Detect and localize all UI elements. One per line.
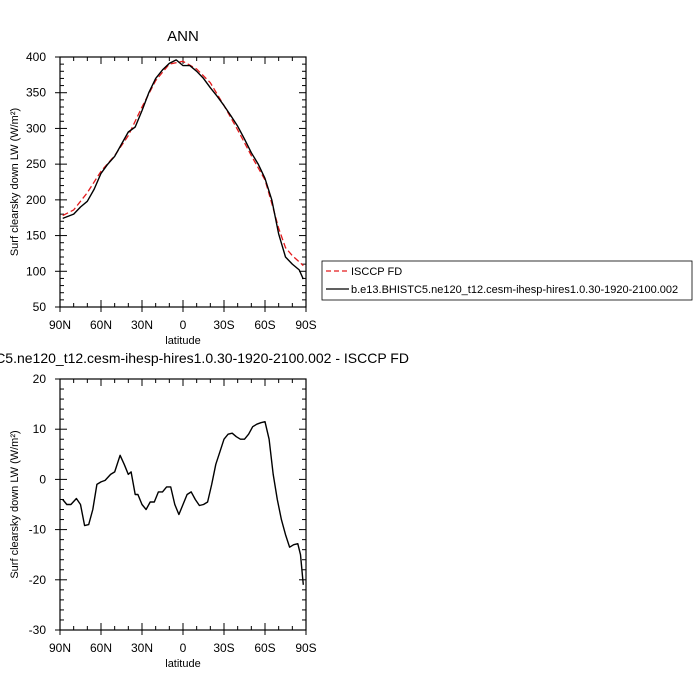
- series-line-0: [62, 421, 304, 585]
- y-tick-label: -30: [29, 623, 47, 637]
- x-tick-label: 30S: [213, 318, 234, 332]
- y-tick-label: 400: [26, 50, 46, 64]
- x-tick-label: 60N: [90, 641, 112, 655]
- x-tick-label: 60S: [254, 318, 275, 332]
- x-tick-label: 30N: [131, 641, 153, 655]
- x-tick-label: 90N: [49, 318, 71, 332]
- legend-label-0: ISCCP FD: [351, 266, 402, 278]
- y-axis-label: Surf clearsky down LW (W/m²): [9, 108, 21, 256]
- y-tick-label: 0: [39, 472, 46, 486]
- series-line-1: [62, 59, 304, 280]
- x-tick-label: 90S: [295, 641, 316, 655]
- y-tick-label: -10: [29, 523, 47, 537]
- y-tick-label: 50: [33, 300, 47, 314]
- y-tick-label: 20: [33, 372, 47, 386]
- x-axis-label: latitude: [165, 335, 200, 347]
- legend-label-1: b.e13.BHISTC5.ne120_t12.cesm-ihesp-hires…: [351, 284, 678, 296]
- bottom-panel: b.e13.BHISTC5.ne120_t12.cesm-ihesp-hires…: [0, 350, 409, 670]
- y-tick-label: 150: [26, 229, 46, 243]
- y-axis-label: Surf clearsky down LW (W/m²): [9, 430, 21, 578]
- chart-title: ANN: [167, 28, 199, 45]
- y-tick-label: 300: [26, 121, 46, 135]
- x-tick-label: 0: [180, 641, 187, 655]
- legend-box: [321, 260, 693, 301]
- x-tick-label: 30N: [131, 318, 153, 332]
- x-tick-label: 90N: [49, 641, 71, 655]
- x-tick-label: 60N: [90, 318, 112, 332]
- x-axis-label: latitude: [165, 658, 200, 670]
- top-panel: ANN 90N 60N 30N 0 30S 60S 90S 50 100 150 200 250 300 3…: [9, 28, 317, 347]
- x-tick-label: 90S: [295, 318, 316, 332]
- y-tick-label: 100: [26, 264, 46, 278]
- y-tick-label: 10: [33, 422, 47, 436]
- chart-title: b.e13.BHISTC5.ne120_t12.cesm-ihesp-hires…: [0, 350, 409, 366]
- y-tick-label: 250: [26, 157, 46, 171]
- y-tick-label: 350: [26, 86, 46, 100]
- x-tick-label: 30S: [213, 641, 234, 655]
- y-tick-label: -20: [29, 573, 47, 587]
- x-tick-label: 60S: [254, 641, 275, 655]
- series-line-0: [62, 60, 304, 267]
- legend: ISCCP FD b.e13.BHISTC5.ne120_t12.cesm-ihe…: [321, 260, 693, 301]
- x-tick-label: 0: [180, 318, 187, 332]
- y-tick-label: 200: [26, 193, 46, 207]
